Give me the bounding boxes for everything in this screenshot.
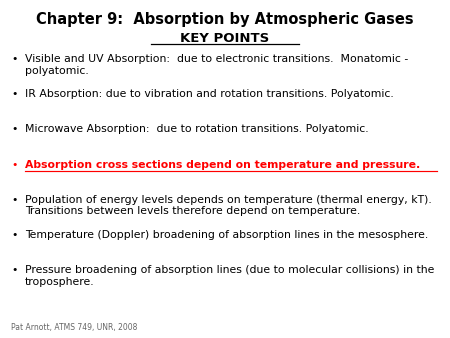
Text: •: • (11, 195, 18, 205)
Text: IR Absorption: due to vibration and rotation transitions. Polyatomic.: IR Absorption: due to vibration and rota… (25, 89, 393, 99)
Text: Absorption cross sections depend on temperature and pressure.: Absorption cross sections depend on temp… (25, 160, 420, 170)
Text: •: • (11, 54, 18, 64)
Text: Temperature (Doppler) broadening of absorption lines in the mesosphere.: Temperature (Doppler) broadening of abso… (25, 230, 428, 240)
Text: •: • (11, 265, 18, 275)
Text: Visible and UV Absorption:  due to electronic transitions.  Monatomic -
polyatom: Visible and UV Absorption: due to electr… (25, 54, 408, 76)
Text: Chapter 9:  Absorption by Atmospheric Gases: Chapter 9: Absorption by Atmospheric Gas… (36, 12, 414, 27)
Text: Microwave Absorption:  due to rotation transitions. Polyatomic.: Microwave Absorption: due to rotation tr… (25, 124, 369, 135)
Text: •: • (11, 124, 18, 135)
Text: •: • (11, 89, 18, 99)
Text: •: • (11, 160, 18, 170)
Text: Pat Arnott, ATMS 749, UNR, 2008: Pat Arnott, ATMS 749, UNR, 2008 (11, 323, 138, 332)
Text: •: • (11, 230, 18, 240)
Text: KEY POINTS: KEY POINTS (180, 32, 270, 45)
Text: Pressure broadening of absorption lines (due to molecular collisions) in the
tro: Pressure broadening of absorption lines … (25, 265, 434, 287)
Text: Population of energy levels depends on temperature (thermal energy, kT).
Transit: Population of energy levels depends on t… (25, 195, 432, 216)
